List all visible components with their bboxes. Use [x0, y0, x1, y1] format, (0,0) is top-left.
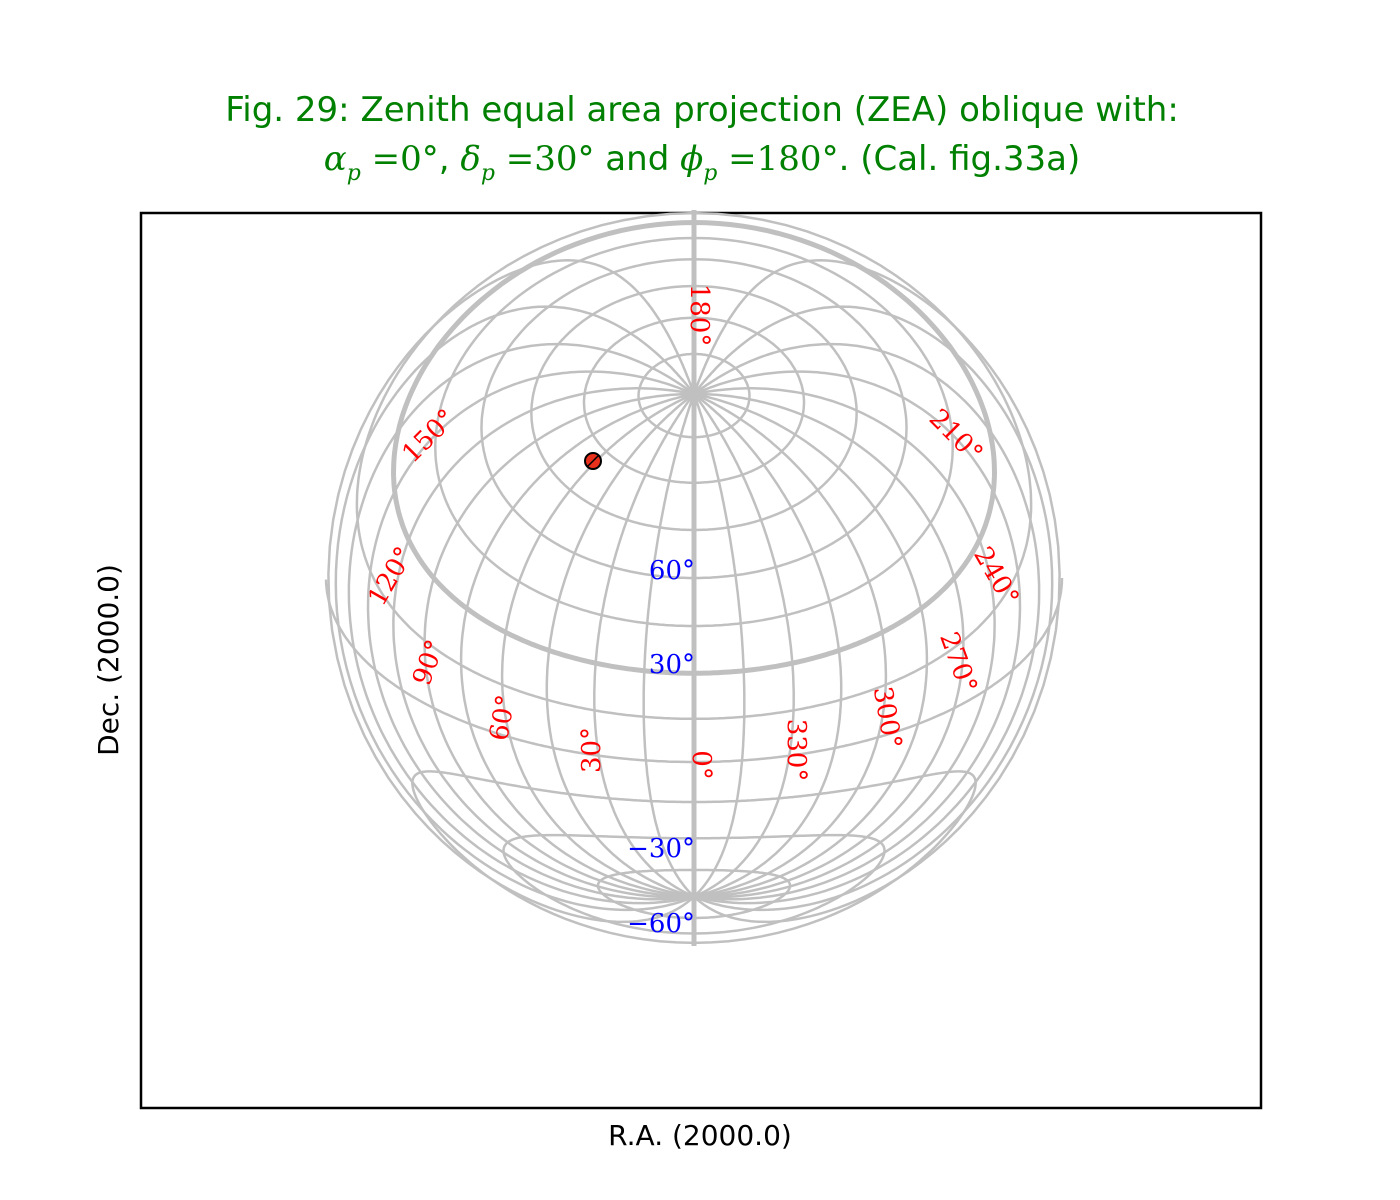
parallel-45	[530, 284, 858, 532]
meridian-345	[642, 393, 696, 898]
dec-label-30: 30°	[649, 650, 695, 680]
parallel--75	[596, 868, 792, 920]
parallel-30	[480, 258, 908, 580]
phi-symbol: ϕ	[680, 139, 703, 179]
title-reference: . (Cal. fig.33a)	[839, 139, 1081, 179]
x-axis-label: R.A. (2000.0)	[608, 1119, 792, 1152]
y-axis-label: Dec. (2000.0)	[92, 564, 125, 756]
parallel--15	[355, 211, 1033, 721]
ra-label-30: 30°	[577, 727, 607, 773]
parallel--60	[502, 833, 886, 935]
meridian-30	[693, 393, 795, 898]
ra-label-330: 330°	[781, 719, 811, 782]
meridian-15	[692, 393, 746, 898]
ra-label-0: 0°	[686, 750, 716, 780]
ra-label-150: 150°	[397, 404, 463, 470]
title-separator: ,	[439, 139, 461, 179]
ra-label-120: 120°	[362, 542, 419, 611]
parallel-15	[434, 236, 954, 628]
title-and: and	[595, 139, 681, 179]
meridian-330	[593, 393, 695, 898]
ra-label-90: 90°	[407, 636, 451, 690]
plot-frame	[139, 211, 1263, 1110]
phi-value: =180°	[717, 139, 838, 179]
parallel-75	[637, 352, 751, 439]
dec-label-minus30: −30°	[627, 834, 695, 864]
figure-title-line2: αp =0°, δp =30° and ϕp =180°. (Cal. fig.…	[324, 139, 1081, 186]
delta-subscript: p	[481, 161, 495, 186]
reference-point-marker	[584, 452, 602, 470]
ra-label-210: 210°	[923, 404, 989, 470]
delta-symbol: δ	[460, 139, 480, 179]
delta-value: =30°	[495, 139, 595, 179]
ra-label-270: 270°	[933, 628, 983, 697]
graticule	[324, 210, 1064, 946]
ra-label-60: 60°	[484, 693, 522, 744]
dec-label-minus60: −60°	[627, 909, 695, 939]
parallel-0	[390, 219, 998, 676]
alpha-value: =0°	[361, 139, 439, 179]
parallel--30	[324, 578, 1064, 764]
alpha-subscript: p	[347, 161, 361, 186]
figure-title-line1: Fig. 29: Zenith equal area projection (Z…	[225, 90, 1179, 130]
parallel--45	[411, 770, 977, 945]
ra-label-180: 180°	[684, 284, 714, 347]
dec-label-60: 60°	[649, 556, 695, 586]
alpha-symbol: α	[324, 139, 347, 179]
dec-labels: 60° 30° −30° −60°	[627, 556, 695, 939]
ra-label-300: 300°	[867, 684, 907, 751]
phi-subscript: p	[703, 161, 717, 186]
meridian-75	[693, 392, 929, 898]
meridian-285	[459, 392, 695, 898]
parallel-60	[582, 316, 806, 485]
